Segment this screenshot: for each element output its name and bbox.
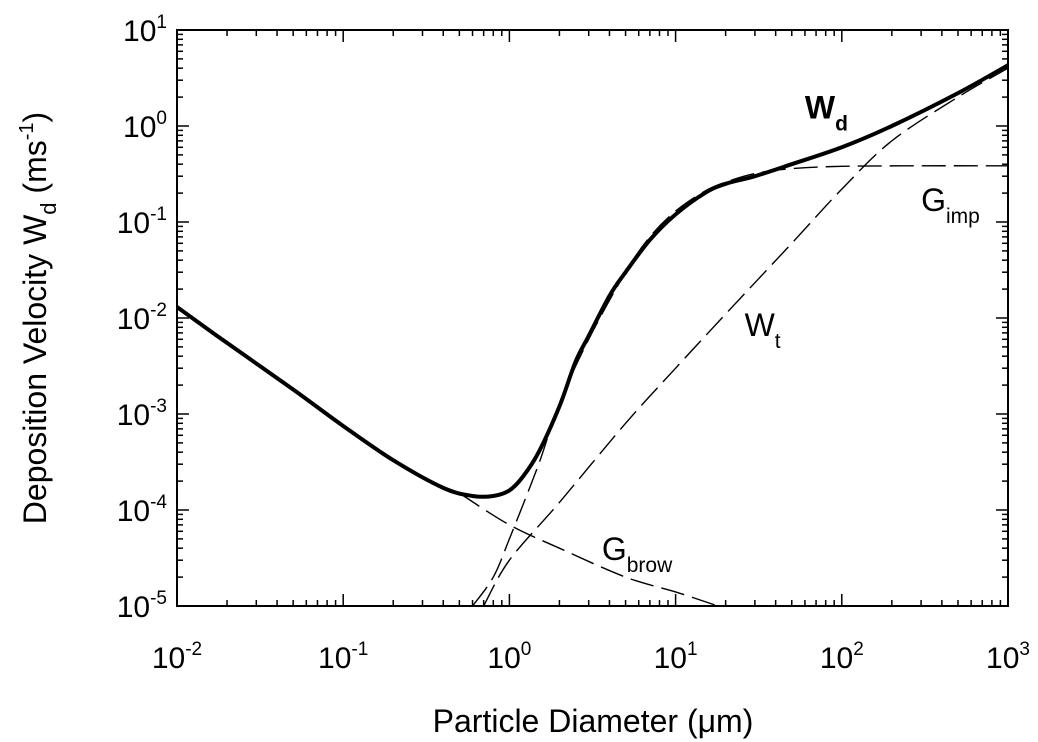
- x-tick-base: 10: [654, 642, 687, 675]
- x-tick-exp: -2: [185, 639, 202, 660]
- plot-frame: [176, 29, 1009, 607]
- series-label-sub: t: [775, 330, 781, 353]
- x-axis-title: Particle Diameter (μm): [433, 703, 754, 739]
- tick-labels: 10-2 10-1 100 101 102 10310-510-410-310-210-1…: [117, 12, 1030, 675]
- series-wt-label: Wt: [745, 307, 781, 353]
- x-tick-label: 103: [986, 639, 1030, 675]
- series-label-sub: imp: [946, 205, 980, 228]
- y-axis-title-unit-open: (ms: [17, 140, 53, 202]
- y-tick-base: 10: [117, 591, 150, 624]
- x-tick-label: 101: [654, 639, 698, 675]
- series-gimp-line: [471, 165, 1009, 607]
- tick-marks: [176, 29, 1009, 607]
- y-tick-exp: -4: [150, 492, 167, 513]
- series-gimp-label: Gimp: [921, 182, 980, 228]
- y-tick-base: 10: [123, 15, 156, 48]
- y-tick-label: 100: [123, 108, 167, 144]
- y-axis-title-unit-close: ): [17, 112, 53, 123]
- x-tick-label: 10-1: [318, 639, 368, 675]
- x-tick-base: 10: [986, 642, 1019, 675]
- series-wd-label: Wd: [805, 89, 848, 135]
- series-label-base: G: [602, 531, 627, 567]
- series-label-base: W: [745, 307, 776, 343]
- y-tick-label: 10-1: [117, 204, 167, 240]
- y-tick-exp: -5: [150, 588, 167, 609]
- x-tick-exp: -1: [351, 639, 368, 660]
- series-label-base: G: [921, 182, 946, 218]
- x-tick-exp: 2: [853, 639, 864, 660]
- x-tick-base: 10: [820, 642, 853, 675]
- y-axis-title-unit-sup: -1: [16, 122, 38, 140]
- series-gbrow-label: Gbrow: [602, 531, 673, 577]
- series-label-sub: brow: [627, 554, 673, 577]
- plot-curves: [175, 63, 1009, 607]
- y-tick-base: 10: [117, 495, 150, 528]
- series-gbrow-line: [458, 492, 719, 607]
- x-tick-label: 102: [820, 639, 864, 675]
- y-axis-title-sub: d: [36, 202, 61, 214]
- series-wt-line: [483, 67, 1009, 607]
- y-tick-label: 10-2: [117, 300, 167, 336]
- y-tick-exp: 1: [156, 12, 167, 33]
- series-wd-line: [175, 63, 1009, 499]
- y-tick-label: 10-4: [117, 492, 168, 528]
- y-tick-exp: -1: [150, 204, 167, 225]
- x-tick-base: 10: [487, 642, 520, 675]
- y-tick-label: 101: [123, 12, 167, 48]
- series-label-base: W: [805, 89, 836, 125]
- plot-axes: [176, 29, 1009, 607]
- y-tick-base: 10: [117, 399, 150, 432]
- y-tick-label: 10-3: [117, 396, 167, 432]
- x-tick-base: 10: [152, 642, 185, 675]
- y-axis-title: Deposition Velocity Wd (ms-1): [16, 112, 61, 524]
- x-tick-exp: 0: [521, 639, 532, 660]
- y-tick-label: 10-5: [117, 588, 167, 624]
- y-tick-exp: 0: [156, 108, 167, 129]
- y-tick-base: 10: [123, 111, 156, 144]
- y-tick-base: 10: [117, 207, 150, 240]
- x-tick-label: 100: [487, 639, 531, 675]
- y-tick-base: 10: [117, 303, 150, 336]
- y-tick-exp: -3: [150, 396, 167, 417]
- x-tick-exp: 1: [687, 639, 698, 660]
- y-axis-title-base: Deposition Velocity W: [17, 214, 53, 524]
- series-label-sub: d: [835, 112, 848, 135]
- x-tick-exp: 3: [1019, 639, 1030, 660]
- x-tick-label: 10-2: [152, 639, 202, 675]
- x-tick-base: 10: [318, 642, 351, 675]
- y-tick-exp: -2: [150, 300, 167, 321]
